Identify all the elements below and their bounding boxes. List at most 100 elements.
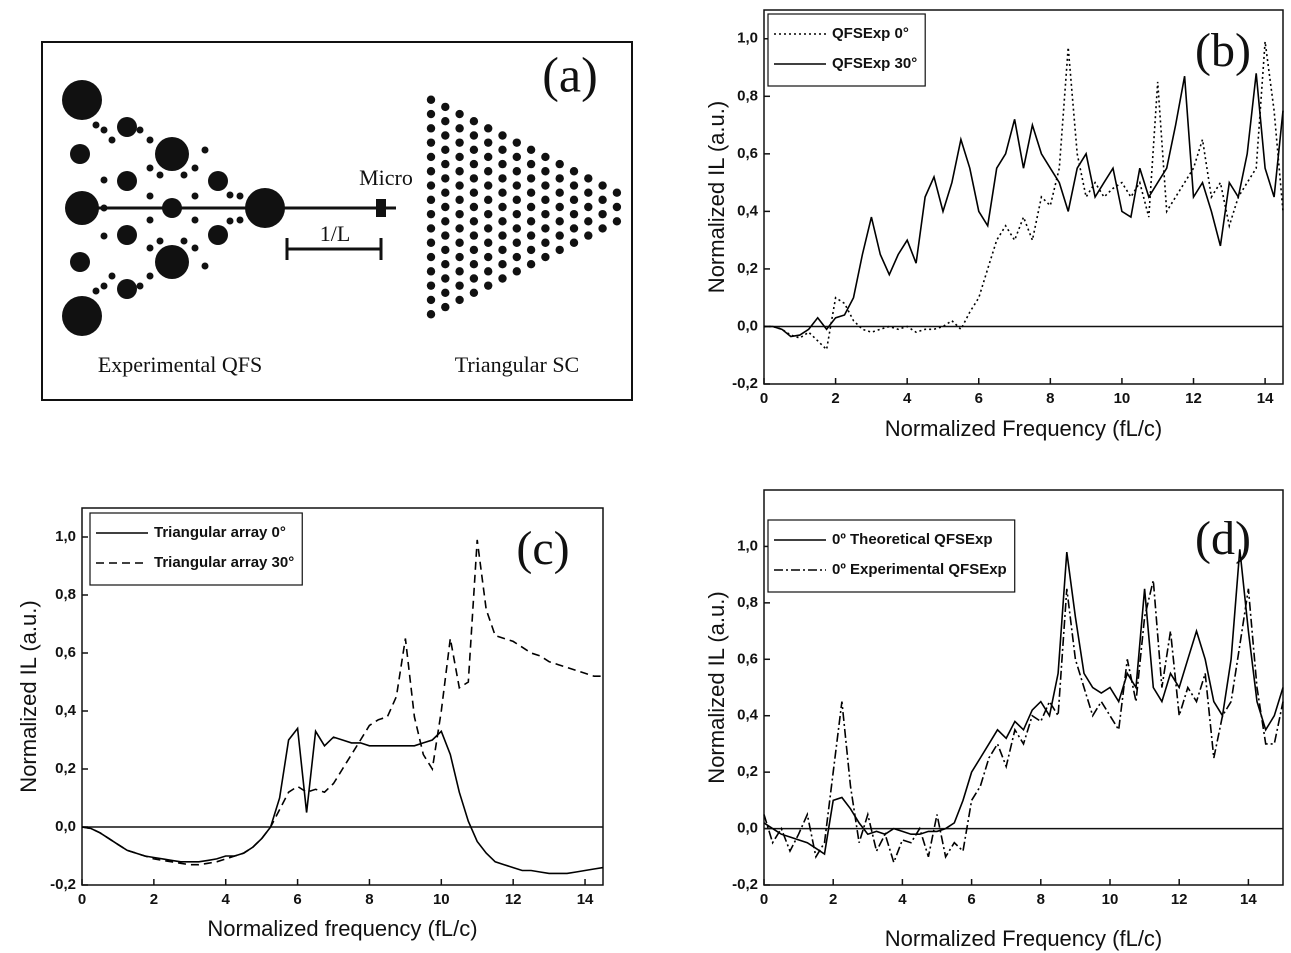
caption: Triangular SC: [455, 352, 579, 377]
small-scatterer: [146, 164, 154, 172]
sc-scatterer: [526, 145, 536, 154]
x-tick-label: 10: [433, 891, 450, 908]
sc-scatterer: [426, 209, 436, 219]
sc-scatterer: [455, 181, 464, 190]
sc-scatterer: [455, 167, 464, 176]
sc-scatterer: [598, 209, 607, 219]
small-scatterer: [136, 282, 144, 290]
legend: QFSExp 0° QFSExp 30°: [767, 13, 926, 87]
sc-scatterer: [484, 152, 493, 162]
sc-scatterer: [512, 209, 521, 219]
x-tick-label: 4: [898, 891, 907, 908]
sc-scatterer: [555, 231, 564, 240]
y-tick-label: -0,2: [732, 876, 758, 893]
series-line: [81, 539, 603, 866]
sc-scatterer: [455, 267, 464, 276]
sc-scatterer: [469, 217, 479, 226]
sc-scatterer: [612, 188, 622, 197]
sc-scatterer: [441, 260, 450, 269]
x-tick-label: 14: [1240, 891, 1257, 908]
x-tick-label: 2: [829, 891, 837, 908]
scatterer: [162, 198, 182, 218]
series-line: [81, 726, 604, 875]
y-tick-label: 0,0: [55, 818, 76, 835]
sc-scatterer: [498, 231, 507, 240]
y-tick-label: 0,0: [737, 820, 758, 837]
sc-scatterer: [441, 302, 450, 312]
micro-label: Micro: [359, 165, 413, 190]
x-tick-label: 0: [78, 891, 86, 908]
small-scatterer: [201, 146, 209, 154]
small-scatterer: [108, 136, 116, 144]
scatterer: [208, 171, 228, 191]
sc-scatterer: [498, 274, 507, 283]
y-tick-label: -0,2: [732, 375, 758, 392]
scatterer: [245, 188, 285, 228]
diagram: (a) Micro 1/L Experimental QFS Triangula…: [41, 41, 633, 401]
small-scatterer: [156, 171, 164, 179]
sc-scatterer: [469, 202, 479, 212]
sc-scatterer: [441, 174, 450, 183]
sc-scatterer: [469, 117, 479, 126]
x-tick-label: 12: [1171, 891, 1188, 908]
y-axis-label: Normalized IL (a.u.): [704, 101, 729, 293]
sc-scatterer: [512, 138, 521, 147]
sc-scatterer: [526, 174, 536, 183]
sc-scatterer: [512, 152, 521, 162]
legend: Triangular array 0° Triangular array 30°: [89, 512, 303, 586]
x-tick-label: 10: [1114, 390, 1131, 407]
small-scatterer: [100, 282, 108, 290]
y-tick-label: 1,0: [737, 537, 758, 554]
small-scatterer: [108, 272, 116, 280]
sc-scatterer: [555, 188, 564, 197]
sc-scatterer: [469, 288, 479, 297]
sc-scatterer: [441, 202, 450, 212]
small-scatterer: [236, 192, 244, 200]
small-scatterer: [146, 216, 154, 224]
y-tick-label: 0,4: [737, 202, 759, 219]
sc-scatterer: [441, 117, 450, 126]
x-axis-label: Normalized Frequency (fL/c): [885, 926, 1163, 951]
x-tick-label: 4: [903, 390, 912, 407]
x-tick-label: 6: [967, 891, 975, 908]
small-scatterer: [180, 171, 188, 179]
sc-scatterer: [526, 159, 536, 169]
sc-scatterer: [426, 224, 436, 233]
sc-scatterer: [541, 167, 550, 176]
sc-scatterer: [541, 195, 550, 205]
x-axis-label: Normalized frequency (fL/c): [207, 916, 477, 941]
x-axis-label: Normalized Frequency (fL/c): [885, 416, 1163, 441]
sc-scatterer: [441, 188, 450, 197]
x-tick-label: 6: [293, 891, 301, 908]
legend-frame: [767, 519, 1016, 593]
y-tick-label: 0,6: [737, 145, 758, 162]
sc-scatterer: [426, 252, 436, 262]
panel-label: (c): [516, 522, 569, 575]
y-tick-label: 0,2: [737, 260, 758, 277]
sc-scatterer: [484, 124, 493, 133]
sc-scatterer: [512, 238, 521, 247]
sc-scatterer: [455, 252, 464, 262]
sc-scatterer: [541, 209, 550, 219]
legend-frame: [89, 512, 303, 586]
scatterer: [70, 252, 90, 272]
small-scatterer: [191, 164, 199, 172]
small-scatterer: [191, 244, 199, 252]
scatterer: [117, 279, 137, 299]
sc-scatterer: [469, 159, 479, 169]
sc-scatterer: [441, 102, 450, 112]
x-tick-label: 0: [760, 891, 768, 908]
chart: 0 2 4 6 8 10 12 14 -0,2 0,0 0,2 0,4 0,6 0,8 1,0 Normali…: [16, 507, 604, 941]
sc-scatterer: [555, 174, 564, 183]
sc-scatterer: [426, 195, 436, 205]
small-scatterer: [100, 176, 108, 184]
legend-frame: [767, 13, 926, 87]
y-tick-label: 0,6: [737, 650, 758, 667]
sc-scatterer: [541, 181, 550, 190]
panel-label: (a): [542, 46, 598, 102]
sc-scatterer: [441, 131, 450, 140]
sc-scatterer: [484, 138, 493, 147]
scatterer: [155, 245, 189, 279]
sc-scatterer: [598, 224, 607, 233]
x-tick-label: 2: [150, 891, 158, 908]
